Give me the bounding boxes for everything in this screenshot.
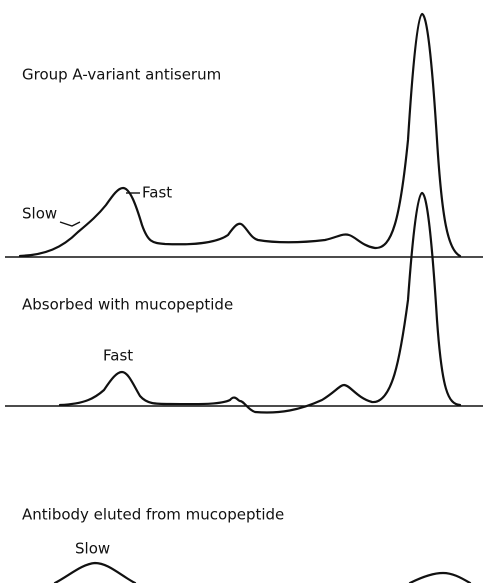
peak-label: Fast [142,184,172,202]
peak-label: Fast [103,347,133,365]
peak-label: Slow [75,540,110,558]
panel-title: Absorbed with mucopeptide [22,296,233,314]
trace [408,571,472,583]
trace [18,12,462,258]
peak-label: Slow [22,205,57,223]
trace [58,191,462,414]
leader [59,221,81,227]
panel-title: Group A-variant antiserum [22,66,221,84]
panel-title: Antibody eluted from mucopeptide [22,506,284,524]
trace [53,561,137,583]
